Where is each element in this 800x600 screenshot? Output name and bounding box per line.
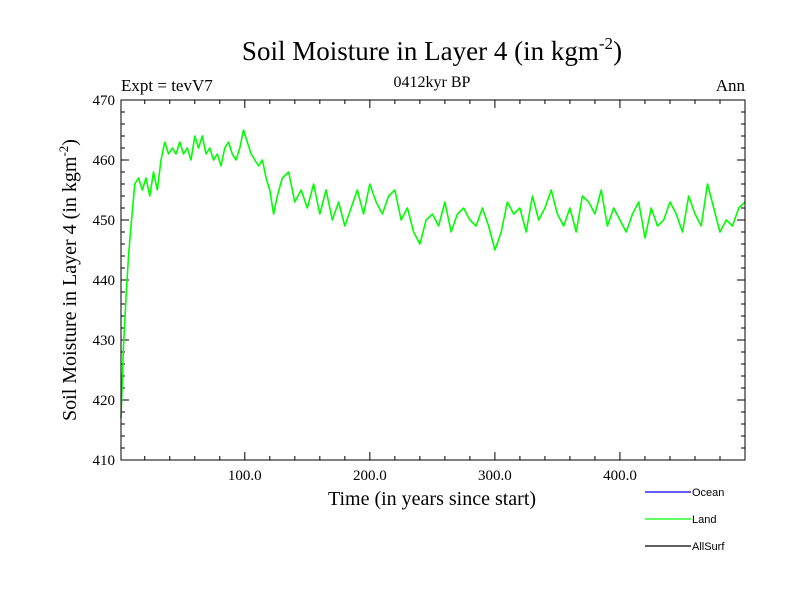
legend-label-ocean: Ocean	[692, 487, 724, 499]
season-label: Ann	[716, 76, 746, 95]
y-axis-label: Soil Moisture in Layer 4 (in kgm-2)	[56, 139, 81, 421]
axis-ticks: 410 420 430 440 450 460 470 100.0 200.0 300.0 400.…	[93, 93, 745, 484]
y-tick-label: 450	[93, 213, 116, 229]
chart-title: Soil Moisture in Layer 4 (in kgm-2)	[242, 34, 622, 66]
experiment-label: Expt = tevV7	[121, 76, 213, 95]
x-tick-label: 100.0	[228, 468, 262, 484]
plot-frame	[120, 99, 746, 461]
y-axis-label-close: )	[59, 139, 81, 146]
chart-title-close: )	[613, 36, 622, 66]
series-line-land	[120, 129, 746, 419]
chart-title-main: Soil Moisture in Layer 4 (in kgm	[242, 36, 599, 66]
legend-label-land: Land	[692, 514, 716, 526]
y-tick-label: 420	[93, 393, 116, 409]
x-tick-label: 200.0	[353, 468, 387, 484]
x-tick-label: 400.0	[603, 468, 637, 484]
y-tick-label: 460	[93, 153, 116, 169]
legend: Ocean Land AllSurf	[645, 487, 725, 553]
y-tick-label: 430	[93, 333, 116, 349]
y-tick-label: 470	[93, 93, 116, 109]
y-tick-label: 440	[93, 273, 116, 289]
y-axis-label-superscript: -2	[56, 146, 71, 157]
y-tick-label: 410	[93, 453, 116, 469]
series-layer	[120, 129, 746, 419]
chart-title-superscript: -2	[599, 34, 613, 53]
x-tick-label: 300.0	[478, 468, 512, 484]
y-axis-label-main: Soil Moisture in Layer 4 (in kgm	[59, 156, 81, 421]
period-label: 0412kyr BP	[394, 74, 471, 91]
x-axis-label: Time (in years since start)	[328, 488, 536, 510]
legend-label-allsurf: AllSurf	[692, 541, 725, 553]
